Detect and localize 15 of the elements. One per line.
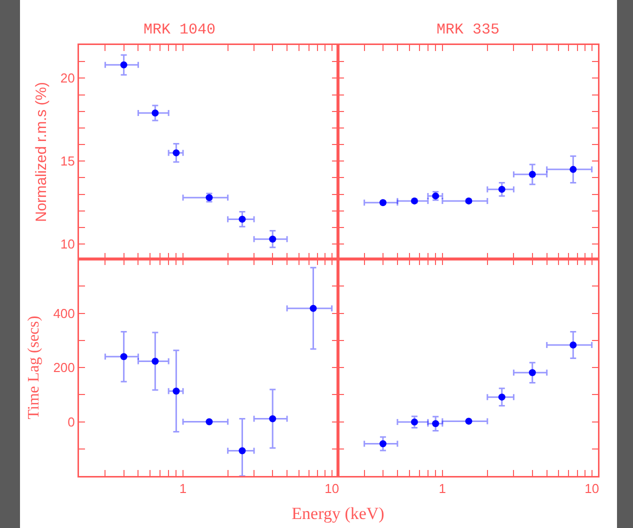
y-tick-label: 20 [60, 70, 75, 86]
y-axis-title: Time Lag (secs) [25, 316, 42, 420]
x-axis-title: Energy (keV) [292, 504, 384, 524]
x-tick-label: 10 [584, 481, 600, 496]
chart-title: MRK 335 [436, 22, 500, 38]
y-tick-label: 15 [60, 154, 75, 169]
x-tick-label: 1 [179, 481, 187, 496]
x-tick-label: 10 [324, 481, 340, 496]
y-axis-title: Normalized r.m.s (%) [32, 82, 50, 222]
y-tick-label: 400 [53, 306, 75, 321]
y-tick-label: 10 [60, 236, 75, 252]
y-tick-label: 200 [53, 360, 75, 376]
chart-title: MRK 1040 [143, 22, 216, 38]
x-tick-label: 1 [438, 481, 446, 496]
y-tick-label: 0 [68, 414, 75, 430]
